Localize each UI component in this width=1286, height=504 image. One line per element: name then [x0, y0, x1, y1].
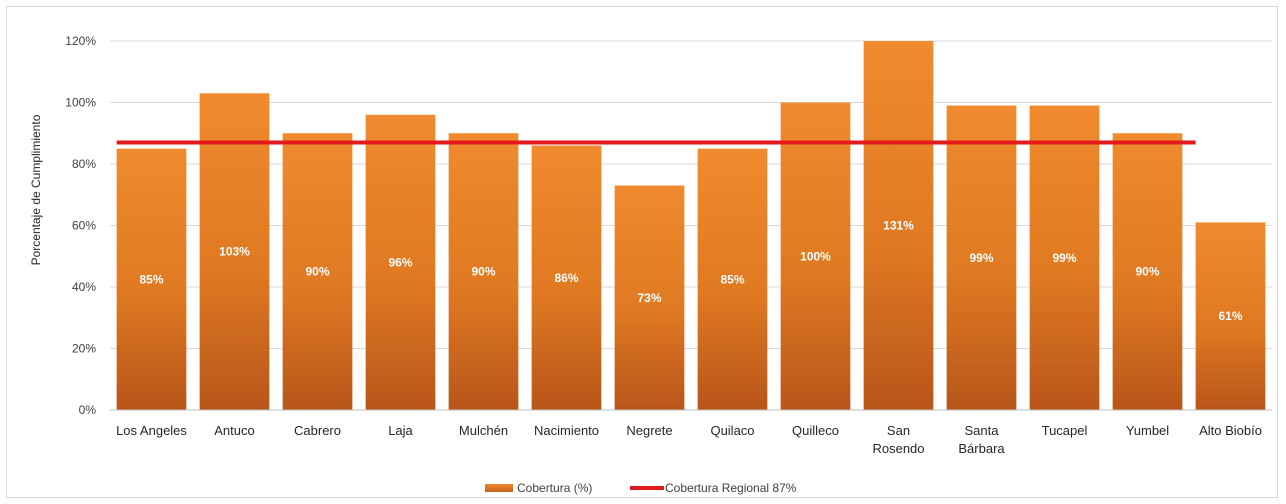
y-axis-label: Porcentaje de Cumplimiento	[29, 114, 43, 265]
bar-value-label: 86%	[554, 271, 578, 285]
bar-value-label: 85%	[139, 272, 163, 286]
bar-value-label: 85%	[720, 272, 744, 286]
y-tick-label: 0%	[79, 403, 97, 417]
bar	[780, 102, 851, 410]
bar-value-label: 103%	[219, 245, 250, 259]
bar	[531, 145, 602, 411]
x-category-label: Quilleco	[792, 423, 839, 438]
bar	[863, 41, 934, 410]
data-labels: 85% 103% 90% 96% 90% 86% 73% 85% 100% 131% 99% 99% 9…	[139, 219, 1242, 324]
x-category-label: Mulchén	[459, 423, 508, 438]
bar-value-label: 100%	[800, 249, 831, 263]
bar-value-label: 90%	[305, 265, 329, 279]
bar	[365, 114, 436, 411]
y-tick-label: 80%	[72, 157, 96, 171]
bar-value-label: 61%	[1218, 309, 1242, 323]
bar	[199, 93, 270, 411]
bar-value-label: 131%	[883, 219, 914, 233]
x-category-label: Quilaco	[710, 423, 754, 438]
bar-value-label: 90%	[471, 265, 495, 279]
y-tick-label: 40%	[72, 280, 96, 294]
x-category-label: San	[887, 423, 910, 438]
x-category-label: Santa	[965, 423, 1000, 438]
legend: Cobertura (%) Cobertura Regional 87%	[485, 481, 797, 495]
bar	[946, 105, 1017, 410]
x-category-label: Tucapel	[1042, 423, 1088, 438]
bars	[116, 41, 1266, 411]
bar-value-label: 90%	[1135, 265, 1159, 279]
y-axis-ticks: 0% 20% 40% 60% 80% 100% 120%	[65, 34, 96, 417]
x-category-label: Nacimiento	[534, 423, 599, 438]
x-category-label: Cabrero	[294, 423, 341, 438]
legend-bar-swatch	[485, 484, 513, 492]
bar	[1029, 105, 1100, 410]
bar	[116, 148, 187, 410]
x-category-label: Yumbel	[1126, 423, 1169, 438]
bar	[1112, 133, 1183, 410]
y-tick-label: 120%	[65, 34, 96, 48]
bar-value-label: 99%	[1052, 251, 1076, 265]
y-tick-label: 100%	[65, 96, 96, 110]
bar	[1195, 222, 1266, 410]
x-category-label: Rosendo	[872, 441, 924, 456]
x-category-label: Negrete	[626, 423, 672, 438]
legend-line-label: Cobertura Regional 87%	[665, 481, 797, 495]
bar-value-label: 96%	[388, 255, 412, 269]
x-category-label: Laja	[388, 423, 413, 438]
x-category-label: Los Angeles	[116, 423, 187, 438]
x-axis-categories: Los Angeles Antuco Cabrero Laja Mulchén Nacim…	[116, 423, 1262, 456]
y-tick-label: 20%	[72, 342, 96, 356]
bar	[448, 133, 519, 410]
y-tick-label: 60%	[72, 219, 96, 233]
bar-value-label: 73%	[637, 291, 661, 305]
bar	[614, 185, 685, 410]
x-category-label: Alto Biobío	[1199, 423, 1262, 438]
legend-bar-label: Cobertura (%)	[517, 481, 592, 495]
x-category-label: Antuco	[214, 423, 254, 438]
x-category-label: Bárbara	[958, 441, 1005, 456]
bar	[282, 133, 353, 410]
bar-value-label: 99%	[969, 251, 993, 265]
bar	[697, 148, 768, 410]
